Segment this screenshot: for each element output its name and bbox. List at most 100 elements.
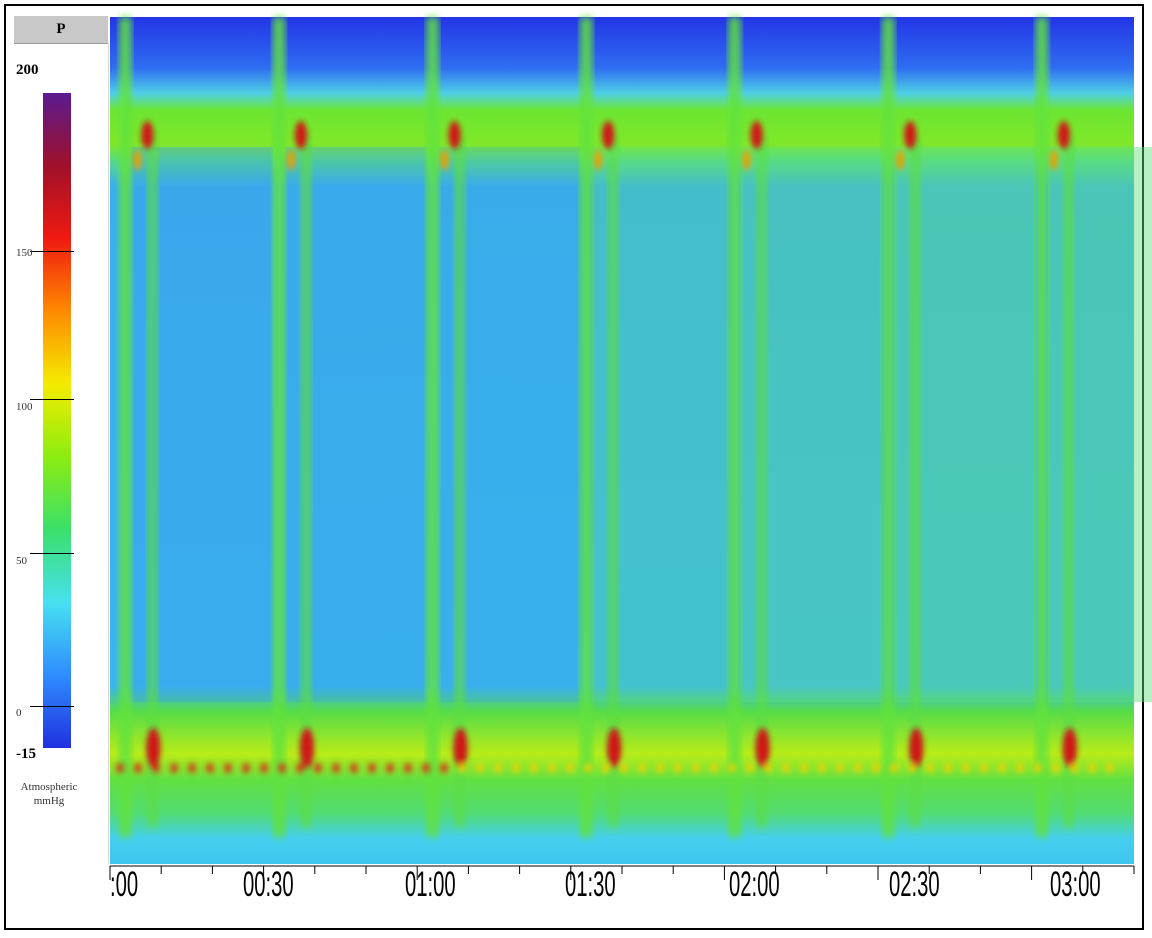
pressure-peak <box>332 763 340 773</box>
pressure-peak <box>422 763 430 773</box>
pressure-peak <box>566 763 574 773</box>
x-tick-label: 03:00 <box>1050 865 1101 904</box>
pressure-peak <box>530 763 538 773</box>
pressure-peak <box>368 763 376 773</box>
heatmap-area <box>110 17 1152 864</box>
x-tick-label: 01:30 <box>565 865 616 904</box>
pressure-peak <box>404 763 412 773</box>
pressure-peak <box>170 763 178 773</box>
pressure-peak <box>1052 763 1060 773</box>
pressure-peak <box>476 763 484 773</box>
x-tick-label: 00:30 <box>243 865 294 904</box>
pressure-peak <box>710 763 718 773</box>
pressure-peak <box>1070 763 1078 773</box>
pressure-peak <box>440 150 449 170</box>
pressure-peak <box>909 728 924 768</box>
pressure-peak <box>742 150 751 170</box>
swallow-contraction-band <box>147 137 158 827</box>
pressure-peak <box>350 763 358 773</box>
channel-label: P <box>14 16 108 44</box>
pressure-peak <box>1016 763 1024 773</box>
pressure-peak <box>494 763 502 773</box>
swallow-contraction-band <box>580 17 593 837</box>
pressure-peak <box>594 150 603 170</box>
colorbar-tick-mark <box>30 553 74 554</box>
pressure-peak <box>836 763 844 773</box>
pressure-peak <box>448 121 461 149</box>
pressure-peak <box>746 763 754 773</box>
pressure-peak <box>278 763 286 773</box>
pressure-peak <box>294 121 307 149</box>
pressure-peak <box>134 763 142 773</box>
pressure-peak <box>152 763 160 773</box>
pressure-peak <box>146 728 161 768</box>
colorbar-min-label: -15 <box>16 746 36 762</box>
pressure-peak <box>896 150 905 170</box>
x-axis: :00 00:30 01:00 01:30 02:00 02:30 03:00 <box>109 865 1135 905</box>
swallow-contraction-band <box>454 137 465 827</box>
pressure-peak <box>1062 728 1077 768</box>
pressure-peak <box>206 763 214 773</box>
pressure-peak <box>962 763 970 773</box>
x-tick-label: 02:30 <box>889 865 940 904</box>
pressure-peak <box>602 121 615 149</box>
pressure-peak <box>314 763 322 773</box>
pressure-peak <box>602 763 610 773</box>
colorbar-tick-label: 150 <box>16 247 33 259</box>
pressure-peak <box>890 763 898 773</box>
pressure-peak <box>286 150 295 170</box>
swallow-contraction-band <box>300 137 311 827</box>
scale-panel <box>14 43 109 863</box>
pressure-peak <box>1049 150 1058 170</box>
colorbar-tick-label: 50 <box>16 555 27 567</box>
pressure-peak <box>854 763 862 773</box>
colorbar-tick-mark <box>30 706 74 707</box>
pressure-peak <box>260 763 268 773</box>
pressure-peak <box>908 763 916 773</box>
pressure-peak <box>750 121 763 149</box>
pressure-peak <box>926 763 934 773</box>
pressure-peak <box>458 763 466 773</box>
x-tick-label: 01:00 <box>405 865 456 904</box>
pressure-peak <box>548 763 556 773</box>
swallow-contraction-band <box>1063 137 1074 827</box>
swallow-contraction-band <box>728 17 741 837</box>
pressure-peak <box>1088 763 1096 773</box>
pressure-peak <box>755 728 770 768</box>
pressure-peak <box>782 763 790 773</box>
unit-label: mmHg <box>33 795 65 807</box>
pressure-peak <box>998 763 1006 773</box>
swallow-contraction-band <box>756 137 767 827</box>
colorbar-max-label: 200 <box>16 62 39 78</box>
heatmap-cell <box>1047 147 1152 702</box>
pressure-peak <box>1106 763 1114 773</box>
swallow-contraction-band <box>1035 17 1048 837</box>
pressure-peak <box>116 763 124 773</box>
colorbar-tick-label: 0 <box>16 707 22 719</box>
pressure-peak <box>800 763 808 773</box>
pressure-peak <box>1057 121 1070 149</box>
pressure-peak <box>638 763 646 773</box>
swallow-contraction-band <box>426 17 439 837</box>
pressure-peak <box>299 728 314 768</box>
pressure-peak <box>386 763 394 773</box>
pressure-peak <box>224 763 232 773</box>
pressure-peak <box>620 763 628 773</box>
pressure-peak <box>188 763 196 773</box>
pressure-peak <box>656 763 664 773</box>
swallow-contraction-band <box>882 17 895 837</box>
pressure-peak <box>980 763 988 773</box>
pressure-peak <box>764 763 772 773</box>
pressure-peak <box>584 763 592 773</box>
pressure-peak <box>453 728 468 768</box>
pressure-peak <box>141 121 154 149</box>
pressure-peak <box>818 763 826 773</box>
pressure-peak <box>512 763 520 773</box>
colorbar-tick-mark <box>30 399 74 400</box>
pressure-peak <box>944 763 952 773</box>
pressure-peak <box>242 763 250 773</box>
swallow-contraction-band <box>272 17 285 837</box>
colorbar-unit-label: Atmospheric mmHg <box>10 780 88 808</box>
pressure-peak <box>440 763 448 773</box>
